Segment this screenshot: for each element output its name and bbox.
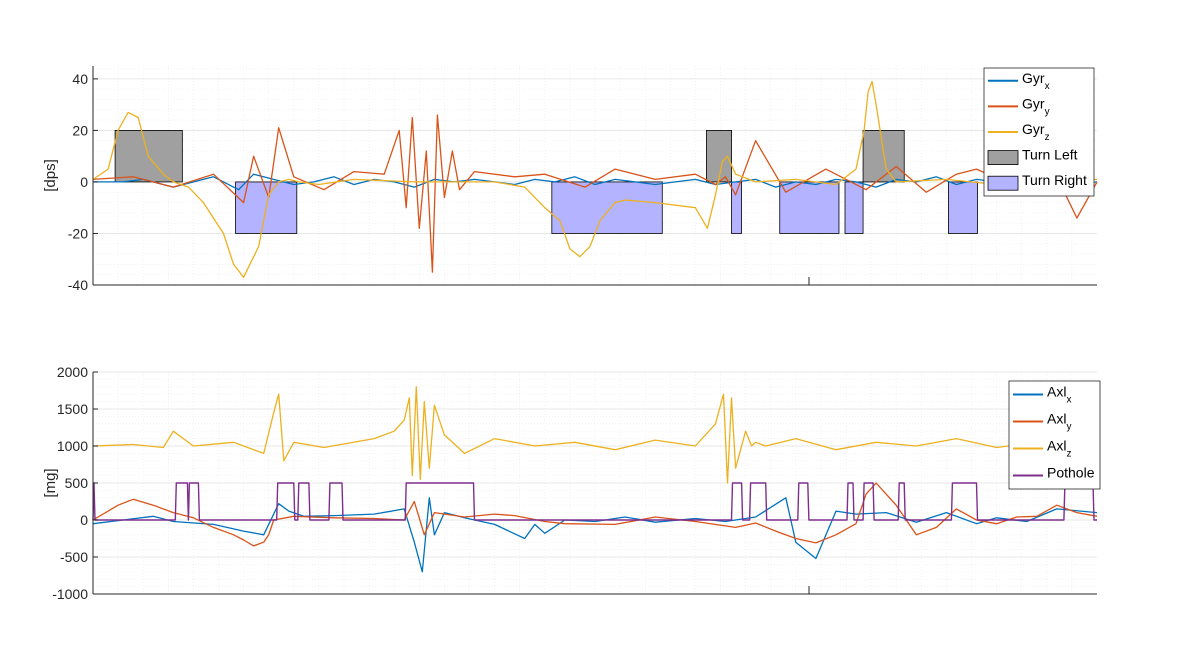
y-tick-label: 0 <box>80 174 88 190</box>
legend-box <box>1008 380 1101 490</box>
shaded-bar <box>844 181 864 234</box>
y-axis-label: [mg] <box>42 468 59 497</box>
y-tick-label: -20 <box>68 225 88 241</box>
shaded-bar <box>862 130 905 183</box>
series-line-axl-y <box>92 482 1098 547</box>
series-line-pothole <box>92 482 1097 521</box>
legend-label: Pothole <box>1047 465 1095 481</box>
legend-subscript: x <box>1066 395 1071 406</box>
legend-swatch <box>987 175 1019 191</box>
legend-subscript: x <box>1045 81 1050 92</box>
legend-label: Turn Right <box>1022 172 1087 188</box>
legend-subscript: z <box>1066 449 1071 460</box>
legend-swatch <box>987 150 1019 166</box>
series-line-gyr-x <box>93 173 1098 191</box>
y-axis-label: [dps] <box>42 159 59 192</box>
shaded-bar <box>779 181 840 234</box>
shaded-turn-right <box>235 181 978 234</box>
legend-entry[interactable]: Turn Left <box>987 147 1078 166</box>
accel-axes: -1000-5000500100015002000[mg]AxlxAxlyAxl… <box>42 364 1101 602</box>
y-tick-label: -40 <box>68 277 88 293</box>
legend-entry[interactable]: Pothole <box>1013 465 1095 481</box>
y-tick-label: 500 <box>65 475 89 491</box>
series-line-gyr-y <box>92 114 1098 273</box>
shaded-turn-left <box>114 130 905 183</box>
series-line-gyr-z <box>92 80 1098 278</box>
y-tick-label: 40 <box>72 71 88 87</box>
legend-subscript: z <box>1045 132 1050 143</box>
legend-label: Turn Left <box>1022 147 1078 163</box>
series-line-axl-x <box>92 497 1098 573</box>
legend-entry[interactable]: Turn Right <box>987 172 1087 191</box>
y-tick-label: 0 <box>80 512 88 528</box>
series-line-axl-z <box>92 386 1098 484</box>
shaded-bar <box>551 181 663 234</box>
legend-subscript: y <box>1045 106 1050 117</box>
y-tick-label: 1500 <box>57 401 88 417</box>
shaded-bar <box>948 181 978 234</box>
y-tick-label: -500 <box>60 549 88 565</box>
legend-subscript: y <box>1066 422 1071 433</box>
y-tick-label: 1000 <box>57 438 88 454</box>
y-tick-label: -1000 <box>52 586 88 602</box>
y-tick-label: 20 <box>72 122 88 138</box>
y-tick-label: 2000 <box>57 364 88 380</box>
